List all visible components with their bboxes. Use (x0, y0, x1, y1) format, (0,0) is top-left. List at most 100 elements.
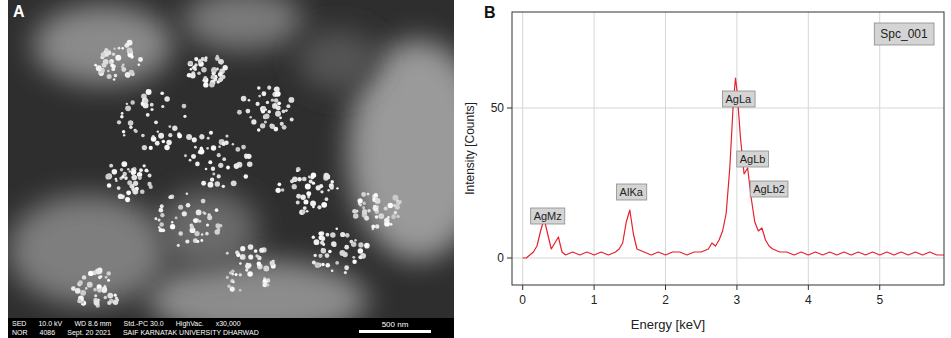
sem-particle (218, 72, 223, 77)
sem-particle (248, 244, 254, 250)
sem-particle (107, 279, 110, 282)
sem-particle (374, 193, 378, 197)
sem-particle (159, 222, 164, 227)
sem-particle (200, 239, 203, 242)
sem-particle (320, 190, 323, 193)
sem-particle (321, 263, 324, 266)
sem-particle (219, 59, 224, 64)
plot-area (523, 78, 944, 258)
sem-particle (190, 73, 196, 79)
sem-particle (269, 124, 273, 128)
tick-mark (594, 285, 595, 290)
sem-particle (200, 134, 204, 138)
grid-line (522, 12, 523, 285)
sem-particle (234, 163, 240, 169)
sem-particle (215, 181, 220, 186)
sem-particle (320, 241, 324, 245)
sem-particle (327, 189, 330, 192)
sem-info-bar (8, 318, 454, 338)
sem-particle (125, 72, 131, 78)
grid-line (879, 12, 880, 285)
sem-particle (358, 242, 363, 247)
sem-particle (325, 233, 329, 237)
sem-particle (364, 243, 370, 249)
tick-mark (879, 285, 880, 290)
sem-particle (75, 288, 81, 294)
sem-particle (193, 218, 198, 223)
panel-label: A (13, 3, 25, 20)
sem-particle (126, 103, 128, 105)
sem-particle (241, 145, 246, 150)
sem-particle (184, 154, 187, 157)
panel-label: B (484, 4, 496, 21)
sem-particle (218, 59, 223, 64)
x-tick-label: 4 (805, 293, 812, 307)
sem-info-text: Sept. 20 2021 (67, 329, 111, 337)
sem-particle (257, 128, 261, 132)
sem-particle (146, 113, 150, 117)
sem-particle (127, 168, 130, 171)
sem-particle (323, 173, 329, 179)
sem-particle (126, 190, 131, 195)
sem-particle (197, 71, 201, 75)
sem-particle (162, 140, 166, 144)
sem-particle (210, 178, 214, 182)
sem-haze (183, 0, 303, 50)
title-box (874, 23, 934, 45)
sem-particle (319, 184, 323, 188)
sem-particle (121, 112, 124, 115)
sem-particle (330, 186, 334, 190)
sem-particle (275, 111, 281, 117)
sem-particle (231, 270, 235, 274)
sem-particle (164, 145, 169, 150)
sem-particle (235, 250, 239, 254)
peak-label: AgLa (723, 91, 756, 107)
x-tick-label: 1 (591, 293, 598, 307)
scale-bar-label: 500 nm (382, 320, 409, 329)
sem-particle (71, 286, 76, 291)
peak-label-text: AgMz (534, 210, 562, 222)
sem-particle (144, 99, 149, 104)
sem-particle (251, 119, 256, 124)
sem-particle (277, 101, 281, 105)
sem-particle (240, 254, 246, 260)
sem-particle (255, 102, 259, 106)
sem-particle (185, 239, 189, 243)
sem-particle (109, 59, 114, 64)
sem-particle (286, 104, 290, 108)
sem-particle (127, 180, 132, 185)
sem-particle (241, 96, 247, 102)
sem-particle (235, 273, 238, 276)
peak-label-text: AlKa (620, 186, 644, 198)
sem-particle (113, 53, 116, 56)
sem-particle (150, 103, 154, 107)
sem-particle (205, 232, 209, 236)
sem-particle (107, 301, 111, 305)
sem-particle (98, 276, 102, 280)
sem-particle (208, 160, 212, 164)
sem-particle (270, 124, 275, 129)
sem-particle (312, 235, 315, 238)
sem-particle (312, 206, 315, 209)
sem-particle (255, 254, 258, 257)
sem-particle (97, 288, 101, 292)
sem-particle (134, 130, 138, 134)
sem-particle (120, 168, 123, 171)
sem-particle (105, 174, 111, 180)
sem-particle (254, 249, 258, 253)
sem-particle (354, 239, 356, 241)
sem-particle (281, 188, 285, 192)
sem-particle (101, 287, 107, 293)
sem-particle (232, 281, 234, 283)
sem-particle (175, 216, 178, 219)
sem-particle (318, 254, 322, 258)
sem-particle (239, 262, 242, 265)
sem-particle (128, 120, 134, 126)
sem-particle (85, 287, 88, 290)
sem-particle (158, 226, 160, 228)
sem-particle (352, 209, 357, 214)
spectrum-line (523, 78, 944, 258)
sem-particle (123, 134, 125, 136)
sem-particle (226, 166, 230, 170)
sem-particle (301, 210, 305, 214)
